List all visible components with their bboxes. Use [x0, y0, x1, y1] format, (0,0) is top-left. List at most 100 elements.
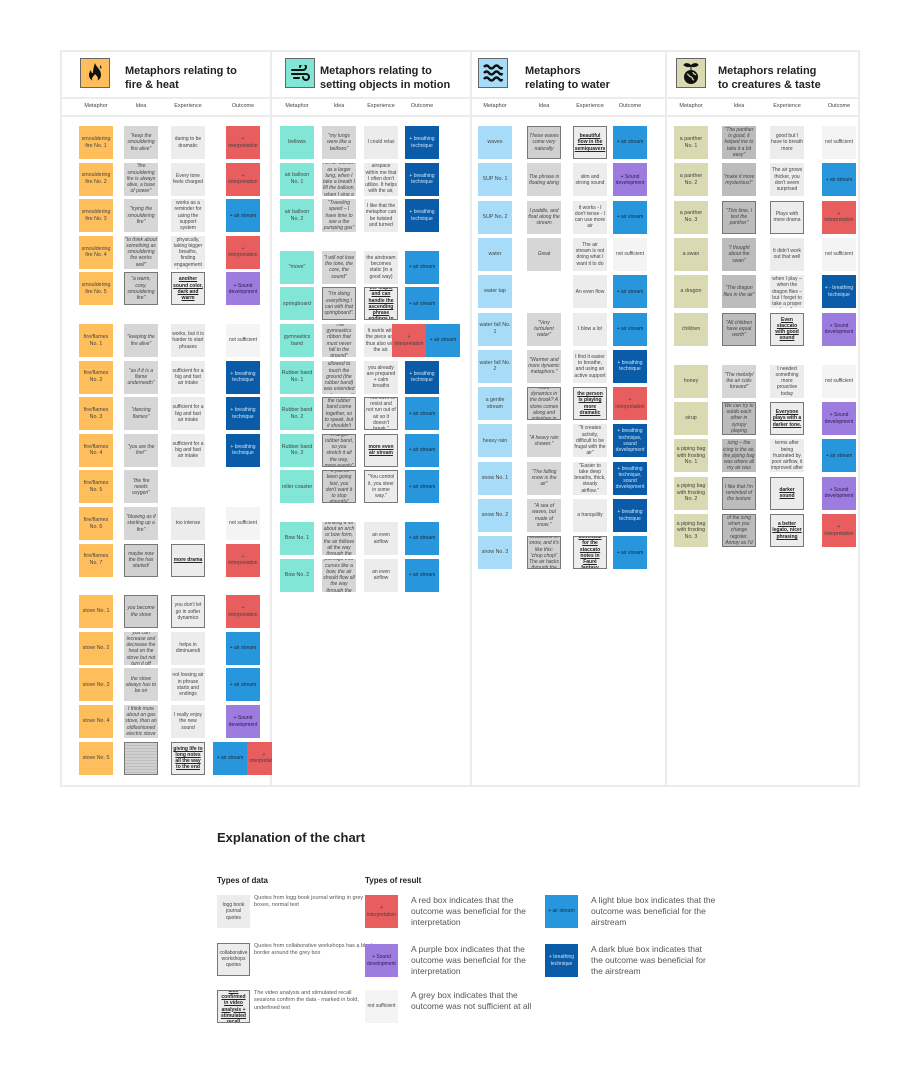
experience-card: It didn't work out that well: [770, 237, 804, 271]
legend-result-sample: + breathing technique: [545, 944, 578, 977]
metaphor-card: smouldering fire No. 4: [79, 235, 113, 269]
metaphor-card: SUP No. 2: [478, 200, 512, 234]
table-row: fire/flames No. 2 "as if it is a flame un…: [62, 360, 270, 395]
legend-title: Explanation of the chart: [217, 830, 366, 845]
table-row: a panther No. 2 "make it more mysterious!…: [667, 163, 858, 197]
outcome-badge: not sufficient: [226, 507, 260, 540]
fire-icon: [80, 58, 110, 88]
legend-result-description: A red box indicates that the outcome was…: [411, 895, 526, 928]
header-idea: Idea: [135, 103, 147, 109]
table-row: a panther No. 1 "The panther is good, it …: [667, 126, 858, 160]
table-row: heavy rain "A heavy rain shower." "It crea…: [472, 424, 665, 458]
metaphor-card: springboard: [280, 287, 314, 321]
wind-icon: [285, 58, 315, 88]
table-row: a piping bag with frosting No. 1 "A pastr…: [667, 439, 858, 473]
table-row: Rubber band No. 3 "A larger rubber band, …: [272, 433, 470, 468]
idea-card: I paddle, and float along the stream: [527, 200, 561, 234]
outcome-badge: + interpretation: [226, 543, 260, 577]
table-row: springboard "I'm doing everything I can w…: [272, 287, 470, 321]
experience-card: slim and strong sound: [573, 163, 607, 197]
outcome-badge: + interpretation: [226, 126, 260, 159]
metaphor-card: heavy rain: [478, 424, 512, 458]
experience-card: Plays with more drama: [770, 200, 804, 234]
legend-result-description: A purple box indicates that the outcome …: [411, 944, 526, 977]
header-metaphor: Metaphor: [483, 103, 507, 109]
outcome-badge: + air stream: [426, 324, 460, 357]
metaphor-card: water: [478, 237, 512, 271]
experience-card: you don't let go in softer dynamics: [171, 595, 205, 629]
legend-data-description: Quotes from logg book journal writing in…: [254, 895, 364, 909]
outcome-badge: + Sound development: [822, 476, 856, 510]
idea-card: "make it more mysterious!": [722, 163, 756, 197]
column-title: Metaphors relating to water: [525, 65, 610, 92]
table-row: sirup We can try to outdo each other in s…: [667, 402, 858, 436]
table-row: "move" "I will not lose the tone, the cor…: [272, 250, 470, 285]
metaphor-card: snow No. 1: [478, 461, 512, 495]
experience-card: daring to be dramatic: [171, 126, 205, 159]
experience-card: I could relax: [364, 126, 398, 159]
outcome-badge: + air stream: [405, 287, 439, 321]
outcome-badge: not sufficient: [822, 126, 856, 159]
table-row: gymnastics band "The gymnastics ribbon th…: [272, 324, 470, 358]
idea-card: "The gymnastics ribbon that must never f…: [322, 324, 356, 357]
outcome-badge: + air stream: [405, 250, 439, 284]
idea-card: "The falling snow is the air": [527, 461, 561, 495]
table-row: snow No. 1 "The falling snow is the air" "…: [472, 461, 665, 496]
metaphor-card: smouldering fire No. 5: [79, 272, 113, 306]
experience-card: It works - I don't tense - I can use mor…: [573, 200, 607, 234]
metaphor-card: fire/flames No. 3: [79, 397, 113, 431]
legend-data-description: The video analysis and stimulated recall…: [254, 990, 359, 1011]
header-outcome: Outcome: [618, 103, 642, 109]
idea-card: "as if it is a flame underneath": [124, 360, 158, 394]
plant-globe-icon: [676, 58, 706, 88]
idea-card: "a warm, cosy, smouldering fire": [124, 272, 158, 306]
outcome-badge: + breathing technique: [405, 199, 439, 233]
table-row: a panther No. 3 "This time, I test the pa…: [667, 200, 858, 235]
metaphor-card: air balloon No. 1: [280, 162, 314, 196]
experience-card: Came to terms after being frustrated by …: [770, 439, 804, 473]
table-row: fire/flames No. 6 "blowing as if starting…: [62, 507, 270, 541]
outcome-badge: + interpretation: [613, 387, 647, 421]
column-body: a panther No. 1 "The panther is good, it …: [667, 117, 858, 785]
experience-card: I exaggerate the leaps, and can handle t…: [364, 287, 398, 321]
experience-card: I blow a lot: [573, 312, 607, 346]
idea-card: "to think about something as smouldering…: [124, 235, 158, 269]
outcome-badge: + air stream: [405, 397, 439, 431]
outcome-badge: + air stream: [822, 439, 856, 473]
metaphor-column: Metaphors relating to water Metaphor Idea E…: [472, 52, 665, 785]
experience-card: I like that the metaphor can be twisted …: [364, 199, 398, 233]
metaphor-card: a panther No. 3: [674, 200, 708, 234]
table-row: honey "The melody/ the air coils forward"…: [667, 364, 858, 399]
metaphor-card: a panther No. 2: [674, 163, 708, 197]
outcome-badge: + interpretation: [226, 162, 260, 196]
metaphor-card: smouldering fire No. 1: [79, 126, 113, 159]
table-row: snow No. 3 "An avalanche of snow, and it'…: [472, 536, 665, 570]
outcome-badge: + air stream: [226, 631, 260, 665]
idea-card: "A sea of waves, but made of snow.": [527, 499, 561, 532]
legend-result-sample: not sufficient: [365, 990, 398, 1023]
metaphor-card: water tap: [478, 275, 512, 309]
column-body: waves These waves come very naturally beau…: [472, 117, 665, 785]
idea-card: "Think of a hot air balloon as a larger …: [322, 162, 356, 196]
metaphor-card: smouldering fire No. 2: [79, 162, 113, 196]
idea-card: "keep the smouldering fire alive": [124, 126, 158, 159]
table-row: SUP No. 1 The phrase is floating along sli…: [472, 163, 665, 197]
experience-card: giving life to long notes all the way to…: [171, 741, 205, 775]
experience-card: "Easier to take deep breaths, thick, ste…: [573, 461, 607, 495]
idea-card: "I will not lose the tone, the core, the…: [322, 250, 356, 284]
table-row: a dragon "The dragon flies in the air" It …: [667, 275, 858, 309]
outcome-badge: not sufficient: [822, 237, 856, 271]
outcome-badge: + air stream: [613, 126, 647, 159]
table-row: Bow No. 2"The air passage that curves li…: [272, 558, 470, 593]
experience-card: "You control it, you steer in some way.": [364, 470, 398, 504]
outcome-badge: + interpretation: [822, 514, 856, 547]
legend-result-description: A dark blue box indicates that the outco…: [591, 944, 706, 977]
experience-card: beneficial for the staccato notes in Fau…: [573, 536, 607, 570]
table-row: stove No. 2 you can increase and decrease…: [62, 631, 270, 666]
idea-card: "blowing as if starting up a fire": [124, 507, 158, 540]
table-row: fire/flames No. 5 "the fire needs oxygen": [62, 470, 270, 504]
outcome-badge: + Sound development: [822, 312, 856, 346]
legend-data-sample: logg book journal quotes: [217, 895, 250, 928]
table-row: water fall No. 1 "Very turbulent water" I …: [472, 312, 665, 347]
column-subheader: Metaphor Idea Experience Outcome: [667, 99, 858, 115]
